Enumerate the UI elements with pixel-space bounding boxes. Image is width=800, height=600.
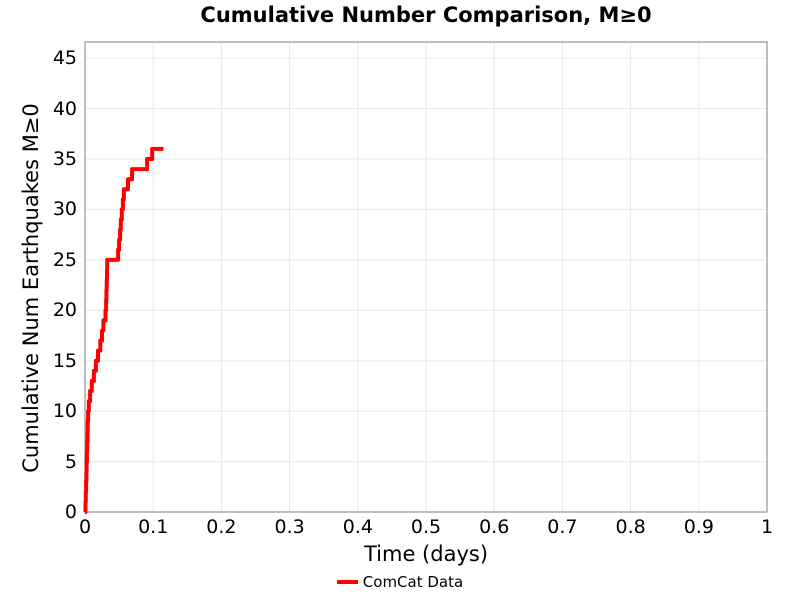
legend: ComCat Data [0, 570, 800, 594]
y-tick-label: 45 [52, 47, 77, 70]
y-tick-label: 30 [52, 198, 77, 221]
y-axis-label: Cumulative Num Earthquakes M≥0 [19, 103, 43, 473]
x-tick-label: 0.3 [274, 516, 305, 538]
y-tick-label: 15 [52, 349, 77, 372]
legend-label: ComCat Data [362, 573, 464, 591]
x-tick-label: 0.2 [206, 516, 237, 538]
y-tick-label: 10 [52, 400, 77, 423]
data-series-comcat [83, 146, 164, 514]
x-tick-label: 0.4 [342, 516, 373, 538]
chart-title: Cumulative Number Comparison, M≥0 [200, 3, 652, 27]
x-tick-label: 0 [78, 516, 92, 538]
legend-line-marker [336, 580, 358, 584]
plot-border [84, 41, 768, 513]
x-tick-label: 0.8 [615, 516, 646, 538]
y-tick-label: 40 [52, 97, 77, 120]
x-tick-label: 0.7 [547, 516, 578, 538]
y-tick-label: 25 [52, 248, 77, 271]
x-tick-label: 0.5 [410, 516, 442, 538]
y-tick-label: 35 [52, 148, 77, 170]
x-tick-label: 0.6 [479, 516, 510, 538]
x-axis-label: Time (days) [363, 542, 489, 566]
x-tick-label: 1 [760, 516, 774, 538]
y-tick-label: 5 [64, 450, 77, 473]
x-tick-label: 0.1 [138, 516, 169, 538]
y-tick-label: 0 [64, 501, 77, 523]
x-tick-label: 0.9 [683, 516, 714, 538]
y-tick-label: 20 [52, 299, 77, 322]
